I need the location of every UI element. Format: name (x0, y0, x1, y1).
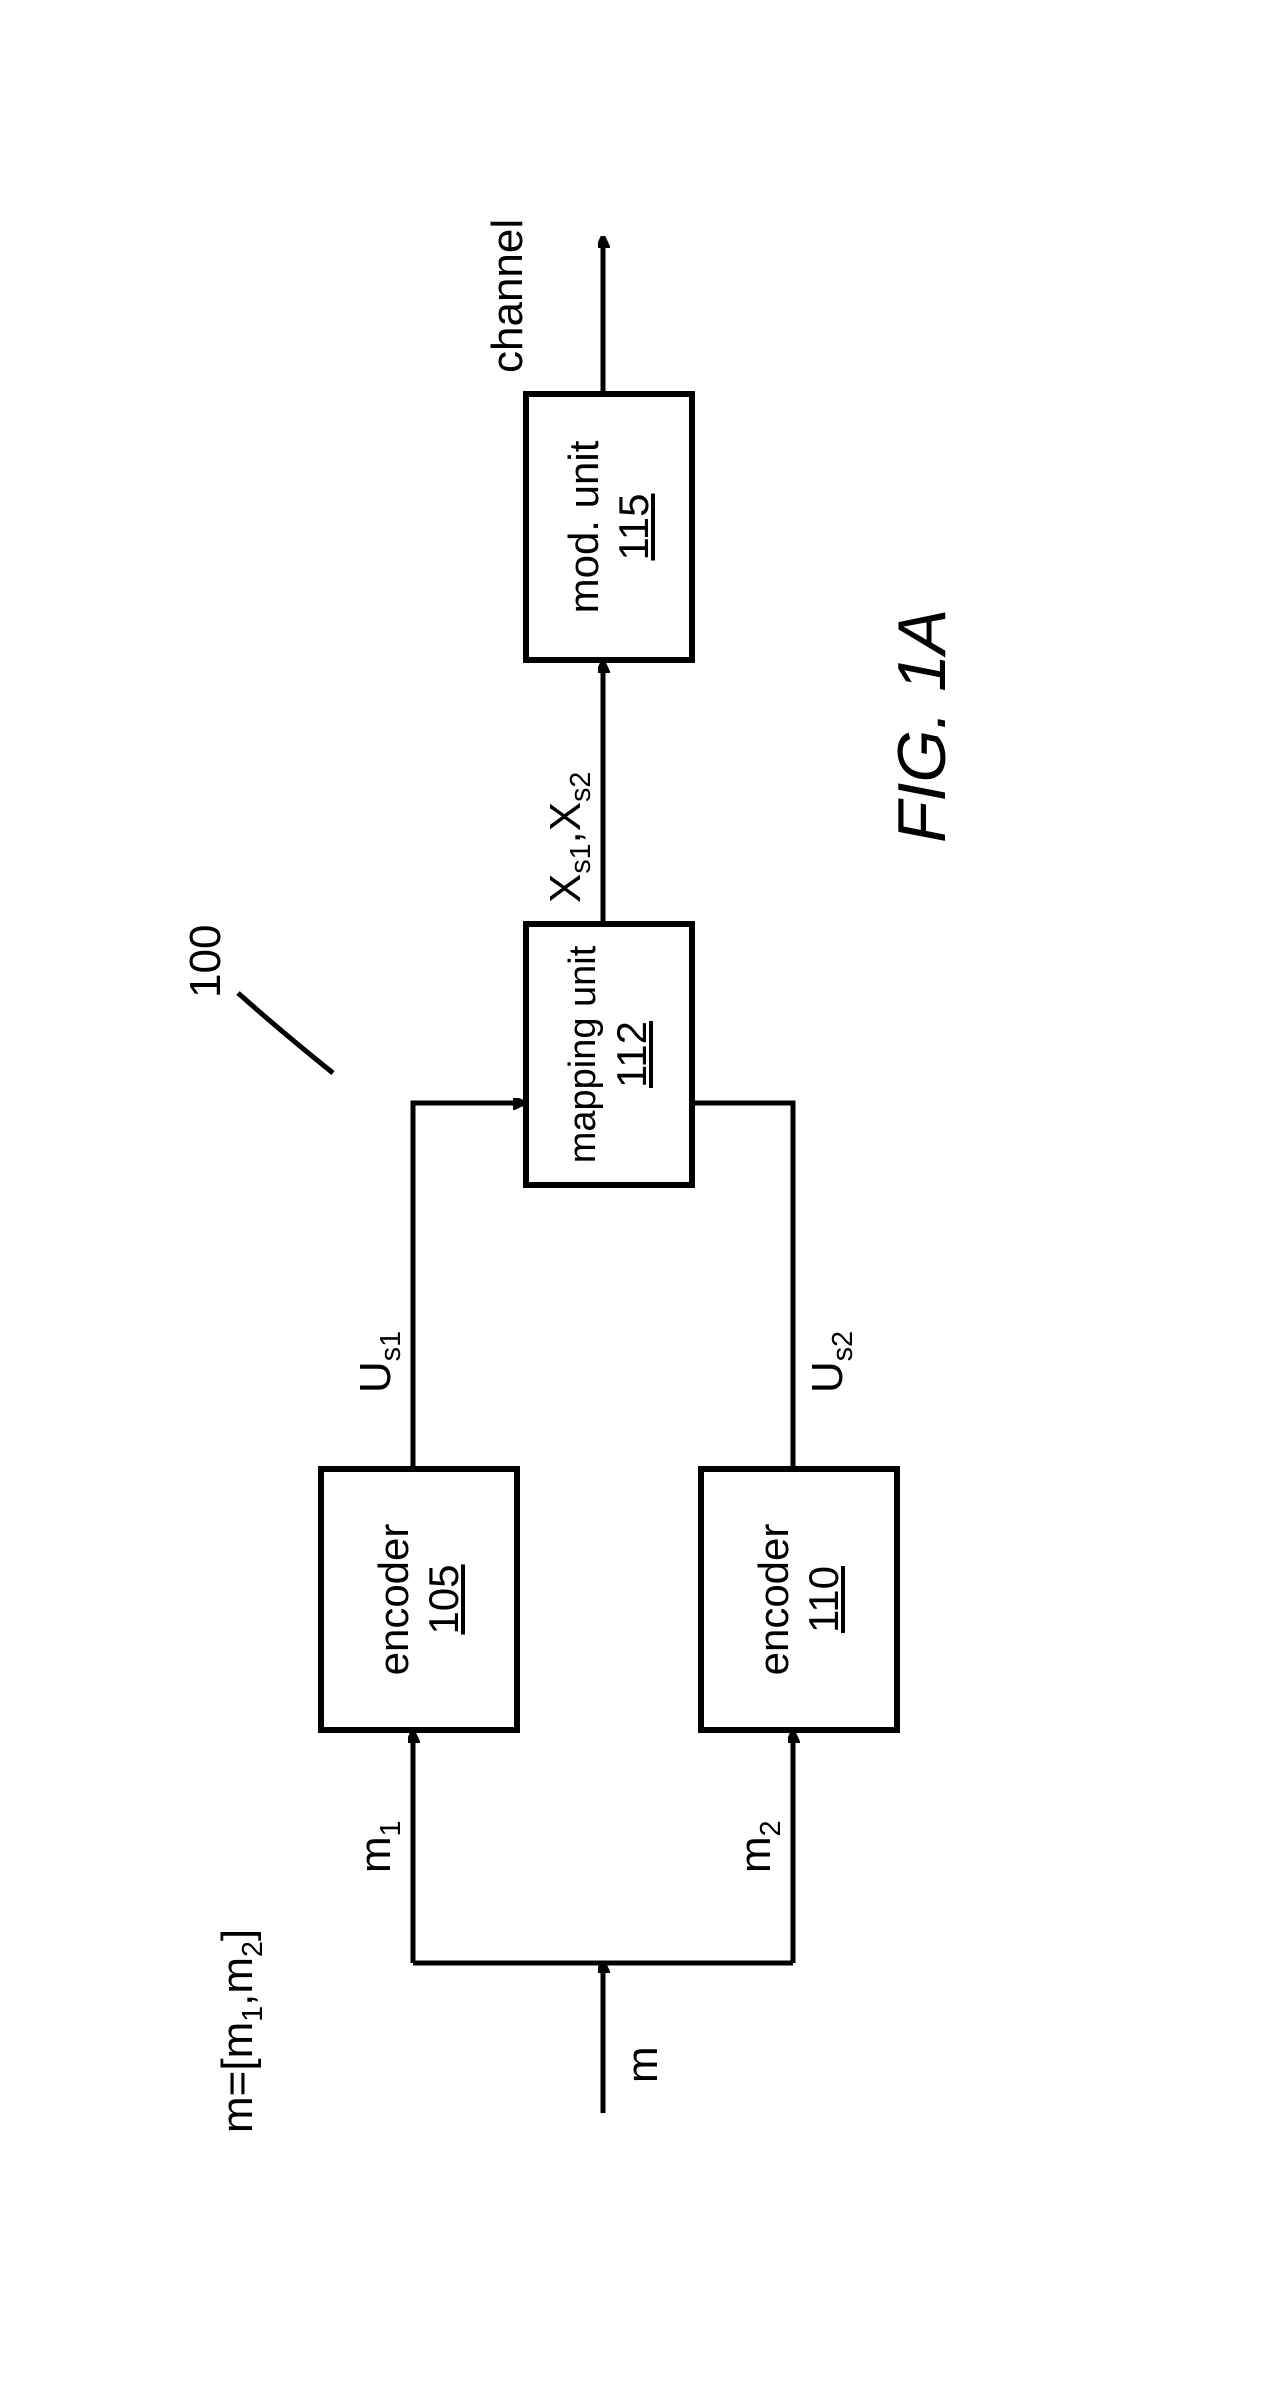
m2-sub: 2 (755, 1820, 787, 1836)
ref-100-text: 100 (181, 924, 230, 997)
input-m-label: m (618, 2046, 668, 2083)
us2-sub: s2 (827, 1331, 859, 1361)
us1-sub: s1 (375, 1331, 407, 1361)
input-expr-sub1: 1 (237, 2005, 269, 2021)
us2-sym: U (803, 1361, 852, 1393)
figure-title-text: FIG. 1A (884, 608, 960, 842)
m2-sym: m (731, 1836, 780, 1873)
xs2-sub: s2 (565, 771, 597, 801)
ref-100: 100 (181, 924, 231, 997)
us1-label: Us1 (351, 1331, 408, 1393)
diagram-canvas: encoder 105 encoder 110 mapping unit 112… (83, 203, 1183, 2203)
encoder-2-label: encoder (750, 1523, 798, 1675)
figure-title: FIG. 1A (883, 608, 961, 842)
m2-label: m2 (731, 1820, 788, 1873)
xs-label: Xs1,Xs2 (541, 771, 598, 902)
us2-label: Us2 (803, 1331, 860, 1393)
encoder-1-ref: 105 (420, 1564, 468, 1634)
channel-label: channel (483, 218, 533, 372)
m1-label: m1 (351, 1820, 408, 1873)
encoder-1-label: encoder (370, 1523, 418, 1675)
encoder-2-ref: 110 (800, 1566, 848, 1633)
xs1-sym: X (541, 873, 590, 902)
mapping-label: mapping unit (562, 945, 606, 1163)
mod-ref: 115 (610, 493, 658, 560)
mapping-block: mapping unit 112 (523, 921, 695, 1188)
encoder-2-block: encoder 110 (698, 1466, 900, 1733)
encoder-1-block: encoder 105 (318, 1466, 520, 1733)
channel-text: channel (483, 218, 532, 372)
us1-sym: U (351, 1361, 400, 1393)
input-expr-sub2: 2 (237, 1941, 269, 1957)
m1-sub: 1 (375, 1820, 407, 1836)
input-m: m (618, 2046, 667, 2083)
m1-sym: m (351, 1836, 400, 1873)
xs1-sub: s1 (565, 843, 597, 873)
input-expr-prefix: m=[m (213, 2021, 262, 2132)
xs-mid: ,X (541, 801, 590, 843)
mod-label: mod. unit (560, 440, 608, 613)
mod-block: mod. unit 115 (523, 391, 695, 663)
input-expr-suffix: ] (213, 1928, 262, 1940)
input-expression: m=[m1,m2] (213, 1928, 270, 2132)
input-expr-mid: ,m (213, 1956, 262, 2005)
page: encoder 105 encoder 110 mapping unit 112… (0, 0, 1266, 2405)
mapping-ref: 112 (608, 1021, 656, 1088)
